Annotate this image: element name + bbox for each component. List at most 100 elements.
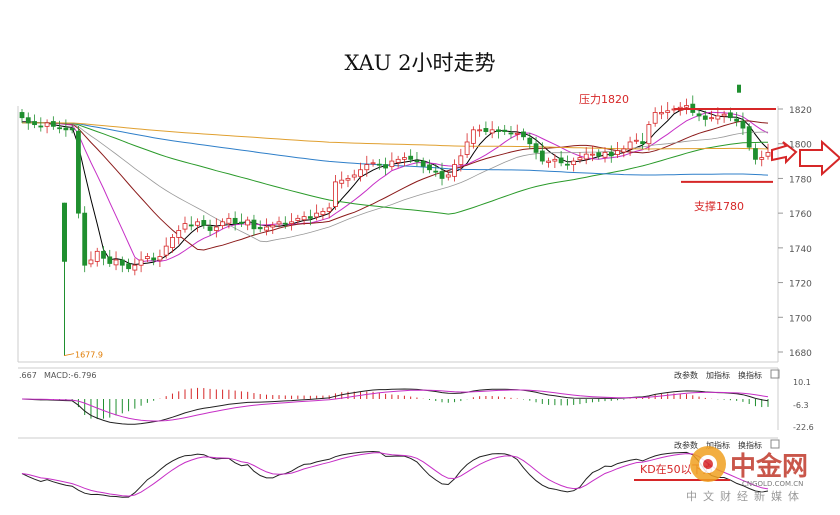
candle-body [496, 129, 501, 132]
chart-title: XAU 2小时走势 [344, 51, 495, 75]
candle [307, 209, 313, 226]
macd-partial-value: .667 [19, 371, 37, 380]
candle [489, 121, 495, 139]
candle [270, 221, 276, 234]
candle [558, 151, 564, 167]
candle-body [326, 207, 332, 212]
candle [314, 204, 320, 221]
candle [264, 218, 269, 236]
candle [113, 251, 119, 271]
candle [590, 145, 595, 162]
candle-body [270, 224, 276, 228]
candle-body [402, 157, 407, 160]
candle-body [289, 221, 294, 224]
candle-body [32, 121, 37, 126]
close-icon [770, 439, 780, 449]
candle-body [659, 112, 664, 115]
candle [32, 114, 37, 129]
candle-body [19, 112, 25, 119]
candle [602, 147, 608, 163]
candle-body [596, 152, 602, 157]
arrow-right-icon [771, 141, 798, 165]
candle-body [615, 150, 620, 155]
candle-body [640, 141, 646, 145]
candle [533, 136, 539, 160]
candle [577, 152, 583, 164]
candle-body [295, 217, 301, 221]
candle-body [633, 139, 639, 142]
ma10-line [22, 111, 769, 263]
candle-body [132, 264, 138, 271]
candle [351, 169, 357, 181]
candle-body [709, 117, 714, 120]
candle-body [445, 174, 451, 178]
candle [358, 162, 363, 182]
candle-body [727, 112, 733, 119]
candle [721, 110, 727, 123]
y-tick-label: 1820 [789, 106, 812, 116]
candle [151, 252, 157, 266]
candle-body [38, 125, 44, 128]
candle-body [715, 115, 721, 120]
macd-label: MACD:-6.796 [44, 371, 96, 380]
candle [709, 110, 714, 122]
candle [170, 233, 175, 253]
candle [608, 145, 614, 163]
candle [402, 152, 407, 167]
candle-body [370, 162, 376, 165]
candle [88, 251, 94, 268]
candle-body [44, 122, 50, 127]
candle [119, 256, 125, 273]
candle-body [652, 112, 658, 124]
candle-body [533, 143, 539, 153]
candle [439, 162, 445, 186]
candle [364, 155, 370, 177]
candle-body [201, 220, 207, 226]
candle-body [765, 151, 771, 157]
candle-body [320, 211, 326, 215]
candle-body [470, 129, 476, 144]
candle [696, 110, 702, 122]
candle [201, 215, 207, 229]
candle-body [63, 127, 69, 131]
candle-body [571, 160, 577, 165]
candle [514, 124, 520, 141]
candle-body [646, 124, 652, 145]
candle [627, 136, 633, 156]
candle-body [364, 164, 370, 171]
candle [57, 120, 63, 134]
candle-body [301, 216, 307, 221]
candle [690, 95, 696, 116]
candle [395, 155, 401, 168]
candle [571, 157, 577, 172]
candle-body [389, 160, 395, 168]
candle [477, 124, 483, 137]
candle-body [188, 224, 194, 227]
logo-core-icon [703, 459, 713, 469]
candle-body [602, 151, 608, 158]
candle-body [502, 129, 508, 132]
candle [452, 159, 457, 182]
y-tick-label: 1780 [789, 175, 812, 185]
candle [502, 124, 508, 136]
candle [76, 126, 81, 219]
candle-body [57, 127, 63, 130]
candle [101, 246, 106, 266]
kd-d-line [21, 452, 769, 497]
candle-body [546, 160, 551, 163]
candle [138, 251, 144, 273]
candle [182, 216, 188, 233]
candle [564, 155, 570, 170]
candle [207, 219, 213, 236]
candle [665, 102, 671, 120]
candle [633, 133, 639, 145]
candle [195, 218, 200, 233]
candle-body [740, 120, 746, 129]
candle [63, 119, 69, 137]
candle [163, 237, 169, 259]
macd-dif-line [21, 388, 769, 425]
candle [132, 258, 138, 276]
candle-body [25, 117, 31, 124]
candle [427, 159, 432, 174]
candle [282, 216, 288, 229]
